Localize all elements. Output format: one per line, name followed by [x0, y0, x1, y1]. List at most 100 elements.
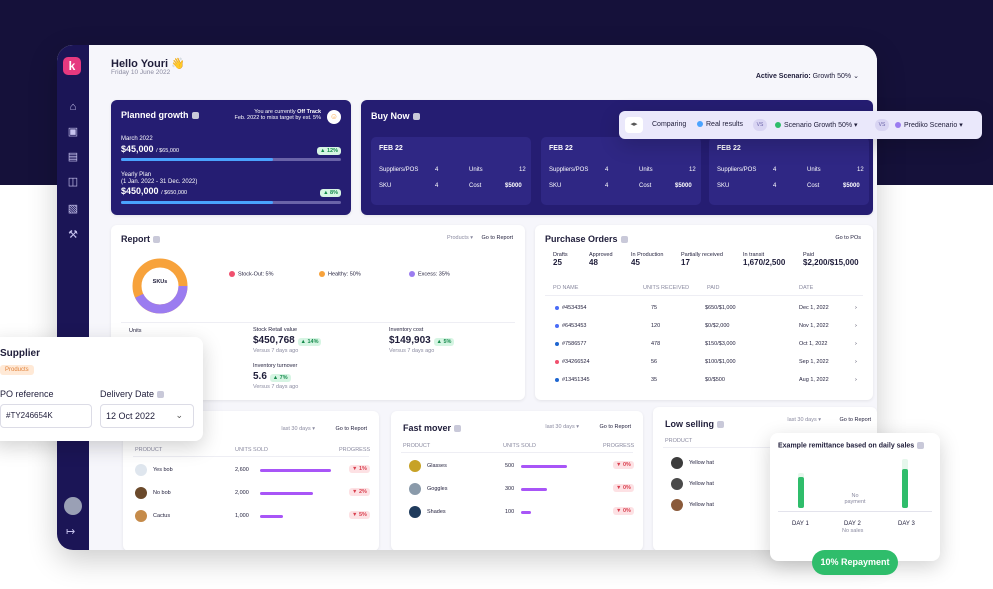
cost-label: Cost — [469, 183, 482, 189]
column-header: PO NAME — [553, 285, 579, 291]
units-label: Units — [807, 167, 821, 173]
cart-icon[interactable]: ▤ — [67, 151, 79, 163]
report-title: Report — [121, 234, 160, 244]
product-thumbnail — [671, 457, 683, 469]
po-units: 35 — [651, 377, 658, 383]
report-filter[interactable]: Products ▾ — [446, 235, 473, 241]
table-row[interactable]: #7586577 478 $150/$3,000 Oct 1, 2022 › — [535, 341, 873, 355]
march-value: $45,000 / $65,000 — [121, 144, 179, 154]
table-row[interactable]: #13451345 35 $0/$500 Aug 1, 2022 › — [535, 377, 873, 391]
period-filter[interactable]: last 30 days ▾ — [281, 426, 315, 432]
divider — [121, 322, 515, 323]
product-thumbnail — [409, 483, 421, 495]
po-units: 478 — [651, 341, 661, 347]
info-icon — [717, 421, 725, 429]
sku-label: SKU — [717, 183, 730, 189]
period-filter[interactable]: last 30 days ▾ — [787, 417, 821, 423]
buy-card[interactable]: FEB 22 Suppliers/POS 4 Units 12 SKU 4 Co… — [709, 137, 869, 205]
image-icon[interactable]: ▧ — [67, 203, 79, 215]
buy-card[interactable]: FEB 22 Suppliers/POS 4 Units 12 SKU 4 Co… — [541, 137, 701, 205]
product-name: Cactus — [153, 513, 171, 519]
po-name: #13451345 — [555, 377, 590, 383]
product-name: Goggles — [427, 486, 448, 492]
chevron-down-icon: ⌄ — [175, 410, 183, 420]
sales-bar — [521, 511, 531, 514]
go-to-report-link[interactable]: Go to Report — [481, 235, 514, 241]
go-to-report-link[interactable]: Go to Report — [335, 426, 368, 432]
product-name: Shades — [427, 509, 446, 515]
progress-badge: ▼ 0% — [613, 507, 634, 515]
tools-icon[interactable]: ⚒ — [68, 229, 78, 241]
go-to-pos-link[interactable]: Go to POs — [835, 235, 861, 241]
po-name: #7586577 — [555, 341, 586, 347]
column-header: PAID — [707, 285, 720, 291]
go-to-report-link[interactable]: Go to Report — [839, 417, 872, 423]
go-to-report-link[interactable]: Go to Report — [599, 424, 632, 430]
po-date: Nov 1, 2022 — [799, 323, 829, 329]
chevron-right-icon[interactable]: › — [855, 377, 857, 383]
avatar[interactable] — [64, 497, 82, 515]
po-name: #6453453 — [555, 323, 586, 329]
progress-badge: ▼ 0% — [613, 461, 634, 469]
compare-toggle-icon[interactable]: ◂▸ — [625, 117, 643, 133]
po-date: Sep 1, 2022 — [799, 359, 829, 365]
supplier-title: Supplier — [0, 348, 41, 359]
info-icon — [412, 113, 420, 121]
dot-icon — [555, 305, 559, 310]
repayment-button[interactable]: 10% Repayment — [812, 550, 898, 575]
sales-bar — [260, 492, 313, 495]
dot-icon — [409, 271, 415, 277]
period-filter[interactable]: last 30 days ▾ — [545, 424, 579, 430]
chevron-right-icon[interactable]: › — [855, 305, 857, 311]
box-icon[interactable]: ◫ — [67, 176, 79, 188]
product-thumbnail — [135, 487, 147, 499]
table-row[interactable]: #34266524 56 $100/$1,000 Sep 1, 2022 › — [535, 359, 873, 373]
active-scenario-select[interactable]: Active Scenario: Growth 50% ⌄ — [756, 72, 859, 80]
day-label: DAY 1 — [792, 521, 809, 527]
po-stat: Paid $2,200/$15,000 — [803, 252, 859, 267]
units-sold: 2,600 — [235, 467, 249, 473]
sku-label: SKU — [379, 183, 392, 189]
logout-icon[interactable]: ↦ — [66, 526, 76, 538]
buy-card-month: FEB 22 — [549, 145, 573, 152]
cost-value: $5000 — [675, 183, 692, 189]
chevron-down-icon: ⌄ — [853, 73, 859, 80]
units-value: 12 — [857, 167, 864, 173]
column-header: UNITS SOLD — [235, 447, 269, 453]
scenario-value: Growth 50% — [812, 73, 852, 80]
buy-card[interactable]: FEB 22 Suppliers/POS 4 Units 12 SKU 4 Co… — [371, 137, 531, 205]
table-row[interactable]: #4534354 75 $650/$1,000 Dec 1, 2022 › — [535, 305, 873, 319]
comparing-bar: ◂▸ Comparing Real results VS Scenario Gr… — [619, 111, 982, 139]
main-content: Hello Youri 👋 Friday 10 June 2022 Active… — [89, 45, 877, 550]
chevron-right-icon[interactable]: › — [855, 323, 857, 329]
column-header: PRODUCT — [665, 438, 693, 444]
planned-growth-title: Planned growth — [121, 110, 199, 120]
donut-center-label: SKUs — [152, 279, 168, 285]
yearly-value: $450,000 / $650,000 — [121, 186, 188, 196]
presentation-icon[interactable]: ▣ — [67, 126, 79, 138]
delivery-date-label: Delivery Date — [100, 389, 165, 399]
po-date: Dec 1, 2022 — [799, 305, 829, 311]
scenario-label: Active Scenario: — [755, 73, 811, 80]
po-stat: Approved 48 — [589, 252, 613, 267]
chevron-right-icon[interactable]: › — [855, 341, 857, 347]
chevron-right-icon[interactable]: › — [855, 359, 857, 365]
product-thumbnail — [409, 506, 421, 518]
table-row[interactable]: #6453453 120 $0/$2,000 Nov 1, 2022 › — [535, 323, 873, 337]
po-reference-input[interactable]: #TY246654K — [0, 404, 92, 428]
dot-icon — [697, 121, 703, 128]
prediko-scenario-select[interactable]: Prediko Scenario ▾ — [895, 121, 963, 129]
retail-sub: Versus 7 days ago — [253, 348, 299, 354]
delivery-date-select[interactable]: 12 Oct 2022 ⌄ — [100, 404, 194, 428]
column-header: UNITS SOLD — [503, 443, 537, 449]
greeting: Hello Youri 👋 — [111, 58, 185, 70]
sales-bar — [260, 515, 283, 518]
legend-real-results: Real results — [697, 121, 743, 128]
info-icon — [917, 442, 925, 449]
info-icon — [153, 236, 160, 244]
vs-badge: VS — [875, 119, 889, 131]
home-icon[interactable]: ⌂ — [69, 101, 77, 113]
product-thumbnail — [671, 478, 683, 490]
scenario-growth-select[interactable]: Scenario Growth 50% ▾ — [775, 121, 858, 129]
report-card: Report Products ▾ Go to Report SKUs Stoc… — [111, 225, 525, 400]
